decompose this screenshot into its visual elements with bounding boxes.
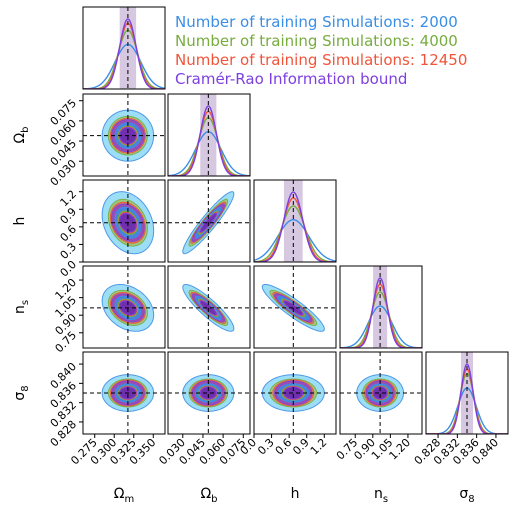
legend-entry-0: Number of training Simulations: 2000 [175,13,458,31]
panel-frame [253,265,337,349]
legend: Number of training Simulations: 2000Numb… [175,13,467,88]
panel-frame [82,6,166,90]
marginal-curve-0 [168,131,250,176]
x-axis-label-subscript: 8 [468,494,474,505]
panel-n_s-vs-n_s [339,265,423,349]
panel-frame [339,265,423,349]
x-axis-label-sigma_8: σ8 [459,486,474,505]
legend-entry-3: Cramér-Rao Information bound [175,70,407,88]
panel-frame [82,93,166,177]
marginal-curve-3 [254,191,336,262]
panel-n_s-vs-h [253,265,337,349]
panel-frame [253,351,337,435]
contour-bound-core [199,300,217,316]
marginal-curve-1 [254,205,336,262]
marginal-curve-0 [254,219,336,262]
panel-h-vs-h [253,179,337,263]
panel-n_s-vs-Omega_m [82,265,166,349]
marginal-curve-0 [83,43,165,89]
x-axis-label-h: h [291,486,300,502]
panel-frame [167,179,251,263]
contour-bound-core [372,386,388,400]
contour-bound-core [283,386,304,400]
panel-sigma_8-vs-Omega_b [167,351,251,435]
marginal-curve-3 [426,363,508,434]
panel-Omega_b-vs-Omega_m [82,93,166,177]
panel-frame [82,265,166,349]
y-axis-label-subscript: s [20,300,31,305]
panel-frame [167,265,251,349]
panel-sigma_8-vs-sigma_8 [425,351,509,435]
y-axis-label-sigma_8: σ8 [12,385,31,400]
x-axis-label-subscript: m [124,494,134,505]
panel-h-vs-Omega_b [167,179,251,263]
y-tick-label-h: 0.3 [58,240,80,262]
marginal-curve-0 [340,305,422,348]
panel-frame [167,351,251,435]
panel-sigma_8-vs-Omega_m [82,351,166,435]
panel-frame [167,93,251,177]
x-axis-label-n_s: ns [374,486,388,505]
y-axis-label-Omega_b: Ωb [12,126,31,143]
y-tick-label-h: 1.2 [58,188,80,210]
y-axis-label-subscript: 8 [20,385,31,391]
panels-layer [82,6,509,435]
x-tick-label-h: 1.2 [308,436,330,458]
x-axis-label-Omega_b: Ωb [200,486,217,505]
x-axis-label-subscript: b [211,494,217,505]
panel-sigma_8-vs-h [253,351,337,435]
panel-frame [339,351,423,435]
y-axis-label-subscript: b [20,126,31,132]
panel-frame [253,179,337,263]
y-axis-label-h: h [12,217,28,226]
contour-bound-core [199,386,217,400]
panel-frame [82,179,166,263]
panel-Omega_b-vs-Omega_b [167,93,251,177]
legend-entry-2: Number of training Simulations: 12450 [175,51,467,69]
x-axis-label-Omega_m: Ωm [114,486,134,505]
legend-entry-1: Number of training Simulations: 4000 [175,32,458,50]
panel-n_s-vs-Omega_b [167,265,251,349]
contour-bound-core [283,300,304,316]
panel-sigma_8-vs-n_s [339,351,423,435]
x-tick-label-n_s: 1.20 [387,436,414,463]
panel-frame [425,351,509,435]
x-axis-label-subscript: s [383,494,388,505]
y-tick-label-h: 0.6 [58,223,80,245]
panel-Omega_m-vs-Omega_m [82,6,166,90]
panel-h-vs-Omega_m [82,179,166,263]
y-axis-label-n_s: ns [12,300,31,314]
panel-frame [82,351,166,435]
y-tick-label-h: 0.9 [58,205,80,227]
